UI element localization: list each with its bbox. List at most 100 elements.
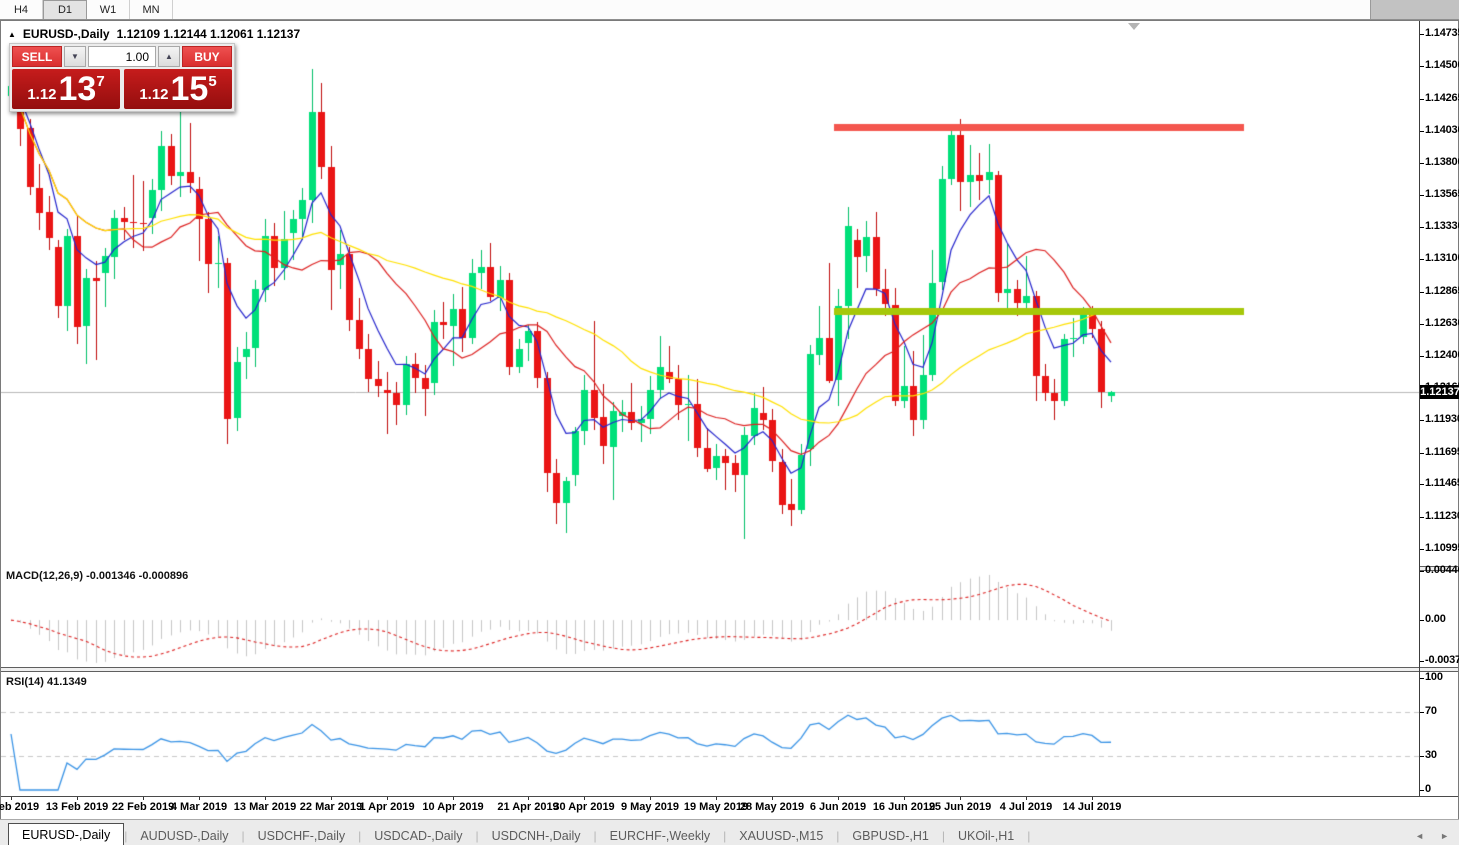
price-chart-canvas[interactable]: [1, 21, 1419, 566]
buy-price-big: 15: [170, 70, 209, 108]
time-axis-tick: [199, 797, 200, 800]
rsi-axis-tick: 0: [1420, 783, 1431, 795]
macd-panel-canvas[interactable]: [1, 566, 1419, 666]
time-axis-label: 13 Mar 2019: [233, 801, 297, 813]
time-axis-tick: [265, 797, 266, 800]
chart-window: ▲ EURUSD-,Daily 1.12109 1.12144 1.12061 …: [0, 20, 1459, 819]
sell-button[interactable]: SELL: [12, 46, 62, 67]
rsi-axis-tick: 100: [1420, 671, 1443, 683]
price-axis-tick: 1.13800: [1419, 156, 1459, 168]
time-axis-tick: [650, 797, 651, 800]
time-axis-label: 10 Apr 2019: [422, 801, 484, 813]
sell-price-big: 13: [58, 70, 97, 108]
price-axis-tick: 1.12865: [1419, 285, 1459, 297]
tabs-scroll-left-icon[interactable]: ◄: [1415, 831, 1425, 841]
time-axis-tick: [11, 797, 12, 800]
buy-button[interactable]: BUY: [182, 46, 232, 67]
macd-axis-tick: -0.003715: [1420, 654, 1459, 666]
time-axis-tick: [387, 797, 388, 800]
buy-price-prefix: 1.12: [139, 85, 169, 103]
price-axis-tick: 1.13100: [1419, 252, 1459, 264]
chart-title: ▲ EURUSD-,Daily 1.12109 1.12144 1.12061 …: [8, 27, 300, 41]
macd-axis-tick: 0.00: [1420, 613, 1446, 626]
time-axis-tick: [904, 797, 905, 800]
macd-axis-tick: 0.004465: [1419, 564, 1459, 576]
time-axis-label: 22 Mar 2019: [299, 801, 363, 813]
chart-symbol-period: EURUSD-,Daily: [22, 27, 110, 41]
time-axis-label: 4 Feb 2019: [0, 801, 40, 813]
time-axis-tick: [716, 797, 717, 800]
volume-input[interactable]: [88, 46, 156, 67]
rsi-axis-tick: 70: [1420, 704, 1437, 717]
tab-separator: |: [941, 829, 945, 843]
chart-tab-xauusd[interactable]: XAUUSD-,M15: [739, 829, 824, 843]
chart-tab-ukoil[interactable]: UKOil-,H1: [957, 829, 1015, 843]
price-axis-line: [1419, 21, 1420, 796]
price-axis-tick: 1.14735: [1419, 27, 1459, 39]
current-price-tag: 1.12137: [1420, 384, 1459, 399]
buy-price-box[interactable]: 1.12 15 5: [124, 69, 232, 109]
timeframe-button-h4[interactable]: H4: [0, 0, 43, 19]
collapse-arrow-icon[interactable]: ▲: [8, 29, 16, 39]
price-axis-tick: 1.12400: [1419, 349, 1459, 361]
volume-increase-button[interactable]: ▲: [158, 46, 180, 67]
chart-tab-usdcnh[interactable]: USDCNH-,Daily: [491, 829, 581, 843]
tab-separator: |: [241, 829, 245, 843]
chart-tab-usdchf[interactable]: USDCHF-,Daily: [257, 829, 346, 843]
tab-separator: |: [475, 829, 479, 843]
time-axis-tick: [528, 797, 529, 800]
time-axis-tick: [1092, 797, 1093, 800]
price-axis-tick: 1.10995: [1419, 542, 1459, 554]
buy-price-sup: 5: [208, 73, 217, 90]
tab-separator: |: [1027, 829, 1031, 843]
sell-price-sup: 7: [96, 73, 105, 90]
chart-tab-bar: EURUSD-,Daily | AUDUSD-,Daily | USDCHF-,Dail…: [0, 819, 1459, 845]
tab-separator: |: [593, 829, 597, 843]
time-axis-tick: [772, 797, 773, 800]
price-axis-tick: 1.11465: [1420, 477, 1459, 489]
volume-decrease-button[interactable]: ▼: [64, 46, 86, 67]
price-axis-tick: 1.14500: [1419, 59, 1459, 71]
time-axis-label: 28 May 2019: [739, 801, 805, 813]
panel-divider[interactable]: [1, 667, 1458, 672]
time-axis-label: 9 May 2019: [620, 801, 680, 813]
price-axis-tick: 1.14265: [1419, 92, 1459, 104]
chart-ohlc-values: 1.12109 1.12144 1.12061 1.12137: [116, 27, 301, 41]
price-axis-tick: 1.13330: [1419, 220, 1459, 232]
rsi-panel-canvas[interactable]: [1, 672, 1419, 795]
time-axis-label: 22 Feb 2019: [111, 801, 175, 813]
sell-price-prefix: 1.12: [27, 85, 57, 103]
chart-tab-eurchf[interactable]: EURCHF-,Weekly: [609, 829, 711, 843]
timeframe-button-mn[interactable]: MN: [130, 0, 173, 19]
tab-separator: |: [124, 829, 128, 843]
macd-label: MACD(12,26,9) -0.001346 -0.000896: [6, 570, 189, 582]
chart-shift-marker-icon[interactable]: [1128, 23, 1140, 30]
time-axis-label: 14 Jul 2019: [1062, 801, 1122, 813]
tab-separator: |: [723, 829, 727, 843]
price-axis-tick: 1.11930: [1420, 413, 1459, 425]
timeframe-button-w1[interactable]: W1: [87, 0, 130, 19]
time-axis-label: 1 Apr 2019: [359, 801, 415, 813]
time-axis-tick: [838, 797, 839, 800]
price-axis-tick: 1.11230: [1420, 510, 1459, 522]
time-axis-label: 13 Feb 2019: [45, 801, 109, 813]
time-axis-label: 19 May 2019: [683, 801, 749, 813]
time-axis-tick: [77, 797, 78, 800]
tab-separator: |: [358, 829, 362, 843]
time-axis-label: 4 Mar 2019: [170, 801, 228, 813]
tabs-scroll-right-icon[interactable]: ►: [1440, 831, 1449, 841]
price-axis-tick: 1.11695: [1420, 446, 1459, 458]
time-axis-label: 6 Jun 2019: [809, 801, 867, 813]
time-axis-tick: [1026, 797, 1027, 800]
time-axis-label: 4 Jul 2019: [999, 801, 1053, 813]
chart-tab-usdcad[interactable]: USDCAD-,Daily: [374, 829, 463, 843]
time-axis-tick: [960, 797, 961, 800]
timeframe-button-d1[interactable]: D1: [43, 0, 87, 19]
rsi-axis-tick: 30: [1420, 749, 1437, 762]
sell-price-box[interactable]: 1.12 13 7: [12, 69, 120, 109]
chart-tab-gbpusd[interactable]: GBPUSD-,H1: [852, 829, 929, 843]
chart-tab-audusd[interactable]: AUDUSD-,Daily: [140, 829, 229, 843]
chart-tab-eurusd[interactable]: EURUSD-,Daily: [8, 823, 125, 845]
